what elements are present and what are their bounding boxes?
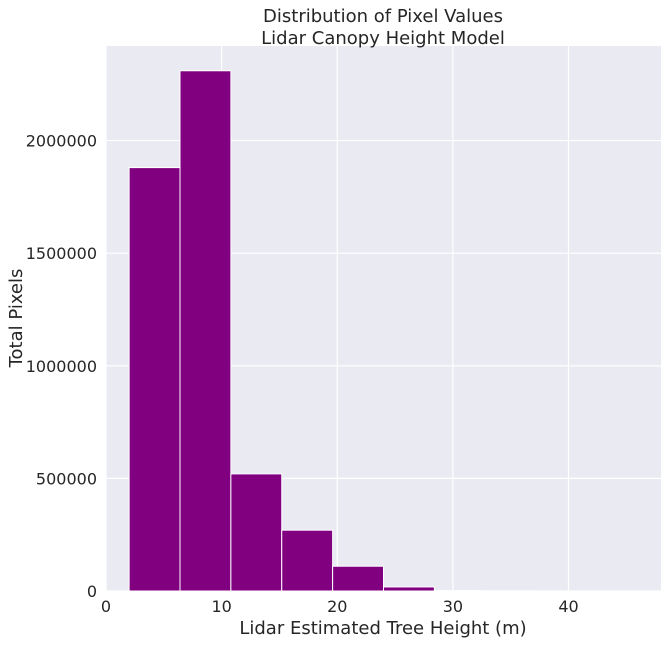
y-tick-label: 2000000 xyxy=(26,132,97,151)
y-tick-label: 500000 xyxy=(36,469,97,488)
x-tick-label: 0 xyxy=(101,597,111,616)
x-tick-label: 30 xyxy=(443,597,463,616)
histogram-bar xyxy=(383,586,435,592)
chart-title: Distribution of Pixel Values xyxy=(263,6,503,27)
chart-subtitle: Lidar Canopy Height Model xyxy=(261,28,505,49)
x-tick-label: 20 xyxy=(327,597,347,616)
y-tick-label: 0 xyxy=(87,582,97,601)
x-axis-label: Lidar Estimated Tree Height (m) xyxy=(239,618,526,639)
histogram-bar xyxy=(128,167,181,592)
x-tick-label: 10 xyxy=(211,597,231,616)
y-tick-label: 1000000 xyxy=(26,357,97,376)
histogram-bar xyxy=(179,70,232,592)
x-tick-label: 40 xyxy=(558,597,578,616)
histogram-bar xyxy=(281,529,334,592)
y-axis-label: Total Pixels xyxy=(6,269,27,369)
y-tick-label: 1500000 xyxy=(26,244,97,263)
histogram-bar xyxy=(332,565,384,592)
histogram-bar xyxy=(230,473,283,592)
